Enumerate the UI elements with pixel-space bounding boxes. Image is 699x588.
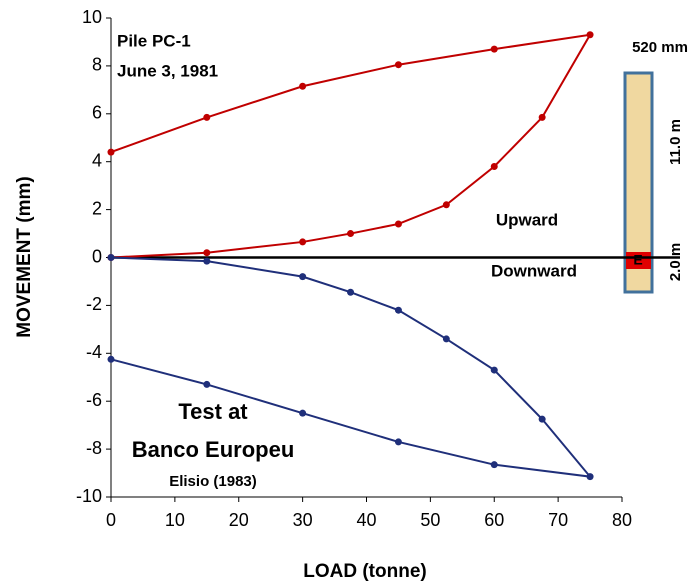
data-point: [347, 230, 355, 238]
annotation: 11.0 m: [667, 119, 684, 165]
annotation: Pile PC-1: [117, 31, 191, 50]
data-point: [203, 257, 211, 265]
data-point: [203, 380, 211, 388]
x-tick-label: 40: [356, 510, 376, 530]
data-point: [203, 249, 211, 257]
y-tick-label: -8: [86, 438, 102, 458]
data-point: [347, 288, 355, 296]
data-point: [586, 473, 594, 481]
legend-label: Upward: [496, 210, 558, 229]
x-tick-label: 50: [420, 510, 440, 530]
data-point: [442, 335, 450, 343]
x-tick-label: 20: [229, 510, 249, 530]
series-line: [110, 256, 593, 478]
data-point: [299, 82, 307, 90]
data-point: [203, 113, 211, 121]
y-tick-label: -10: [76, 486, 102, 506]
annotation: 520 mm: [632, 39, 688, 56]
y-tick-label: 8: [92, 55, 102, 75]
y-tick-label: 2: [92, 198, 102, 218]
y-tick-label: -2: [86, 294, 102, 314]
data-point: [538, 415, 546, 423]
data-point: [394, 306, 402, 314]
annotation: Elisio (1983): [169, 473, 257, 490]
data-point: [299, 273, 307, 281]
x-tick-label: 80: [612, 510, 632, 530]
data-point: [538, 113, 546, 121]
data-point: [299, 238, 307, 246]
x-tick-label: 0: [106, 510, 116, 530]
y-tick-label: 4: [92, 150, 102, 170]
data-point: [299, 409, 307, 417]
data-point: [586, 31, 594, 39]
series-line: [110, 33, 592, 259]
data-point: [394, 61, 402, 69]
annotation: Banco Europeu: [132, 437, 295, 462]
x-tick-label: 70: [548, 510, 568, 530]
data-point: [394, 438, 402, 446]
y-tick-label: -6: [86, 390, 102, 410]
y-tick-label: -4: [86, 342, 102, 362]
x-tick-label: 30: [293, 510, 313, 530]
y-tick-label: 0: [92, 246, 102, 266]
y-tick-label: 10: [82, 7, 102, 27]
data-point: [107, 254, 115, 261]
legend-label: Downward: [491, 261, 577, 280]
x-axis-label: LOAD (tonne): [303, 561, 426, 582]
x-tick-label: 10: [165, 510, 185, 530]
data-point: [490, 366, 498, 374]
x-tick-label: 60: [484, 510, 504, 530]
data-point: [490, 45, 498, 53]
annotation: E: [633, 252, 642, 268]
annotation: June 3, 1981: [117, 61, 218, 80]
annotation: Test at: [178, 399, 248, 424]
data-point: [107, 355, 115, 363]
data-point: [490, 162, 498, 170]
data-point: [394, 220, 402, 228]
y-axis-label: MOVEMENT (mm): [14, 176, 35, 338]
data-point: [107, 148, 115, 156]
y-tick-label: 6: [92, 103, 102, 123]
data-point: [442, 201, 450, 209]
annotation: 2.0 m: [667, 243, 684, 281]
data-point: [490, 461, 498, 469]
